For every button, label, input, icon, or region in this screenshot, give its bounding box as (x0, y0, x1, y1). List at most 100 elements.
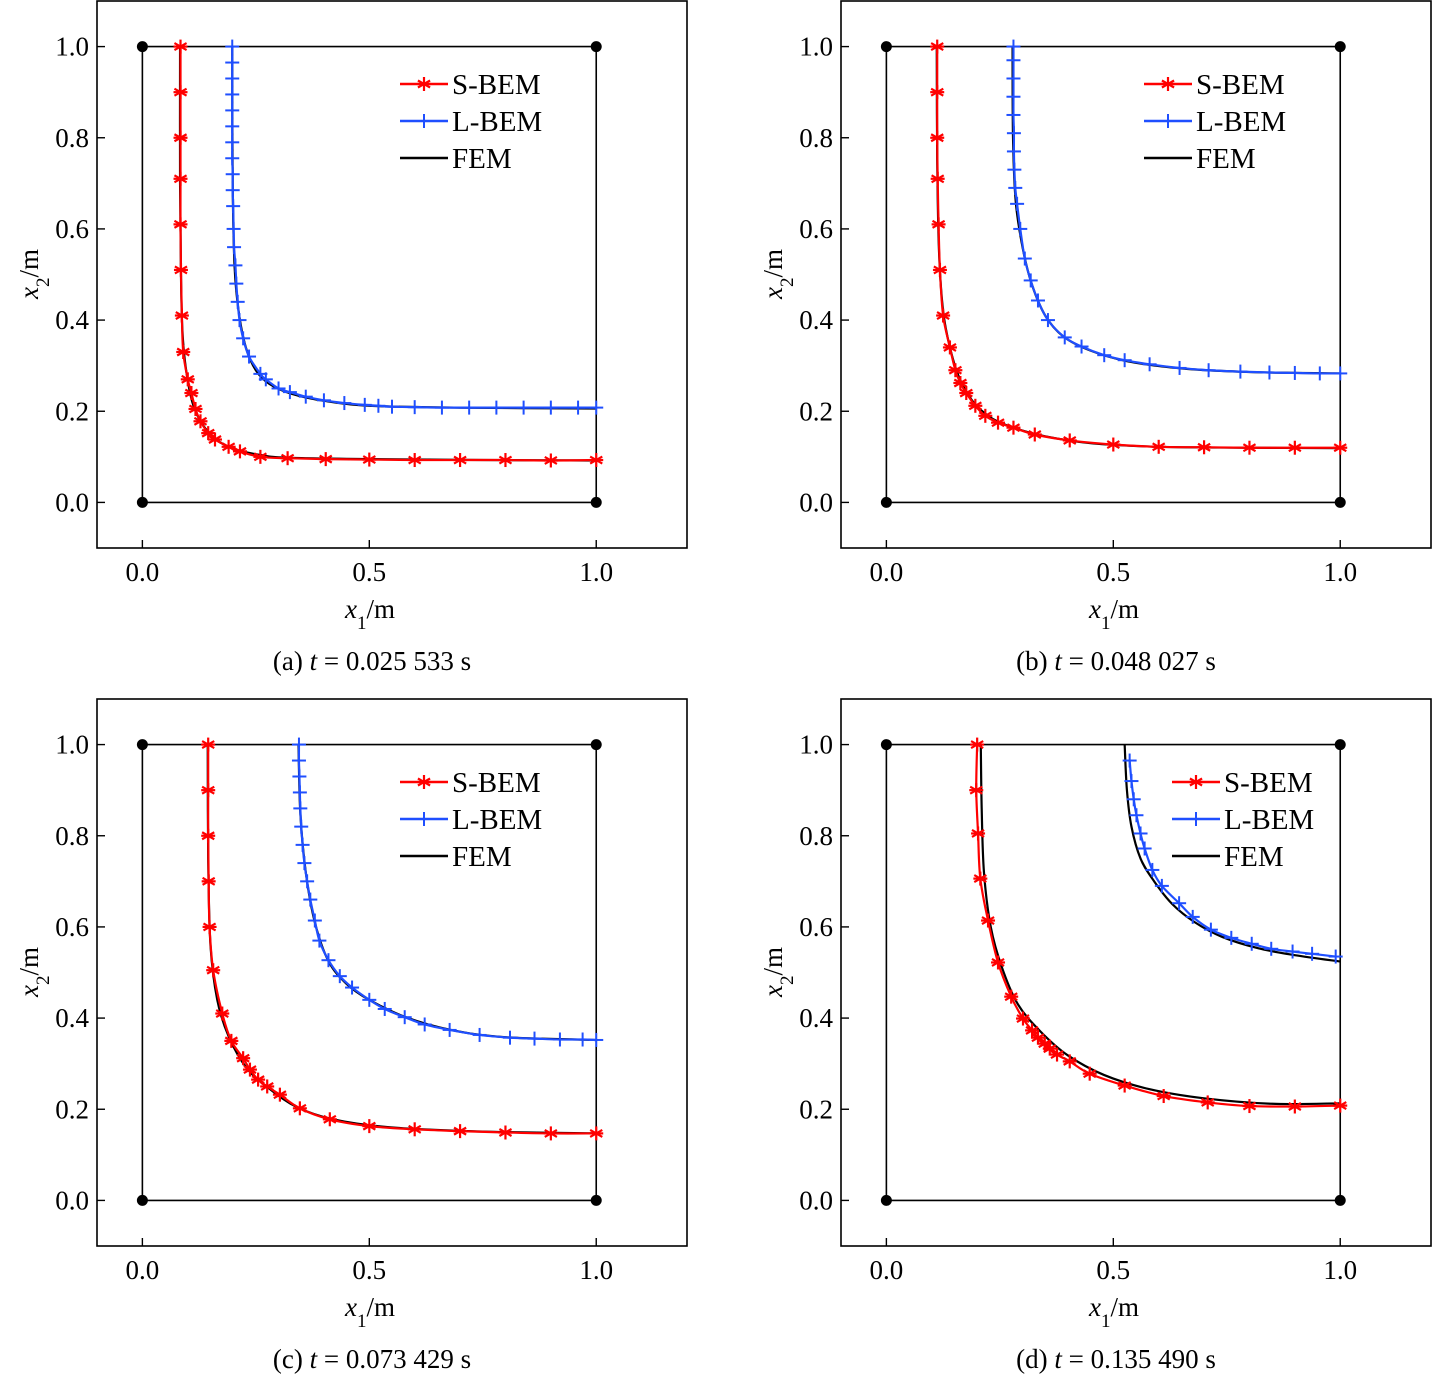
legend-item: FEM (1144, 143, 1256, 175)
legend-item: L-BEM (1172, 804, 1314, 836)
x-tick-label: 1.0 (579, 557, 613, 587)
plus-marker (1013, 221, 1028, 236)
plus-marker (1057, 330, 1072, 345)
asterisk-marker (407, 453, 422, 468)
plus-marker (228, 258, 243, 273)
legend: S-BEM L-BEM FEM (400, 69, 542, 175)
plus-marker (293, 801, 308, 816)
plus-marker (1074, 339, 1089, 354)
domain-corner-point (590, 739, 602, 751)
y-axis-sub: 2 (777, 976, 798, 986)
domain-corner-point (1334, 739, 1346, 751)
plus-marker (1006, 126, 1021, 141)
plus-marker (1006, 144, 1021, 159)
plus-marker (1201, 363, 1216, 378)
asterisk-marker (206, 963, 221, 978)
axes-frame (840, 0, 1432, 549)
plus-marker (1172, 896, 1187, 911)
asterisk-marker (173, 171, 188, 186)
x-axis-var: x (344, 594, 357, 624)
series-line (231, 46, 597, 409)
x-axis-unit: /m (1110, 1292, 1139, 1322)
legend-label: L-BEM (1196, 106, 1286, 138)
domain-corner-point (880, 496, 892, 508)
plus-marker (1264, 941, 1279, 956)
plus-marker (1244, 936, 1259, 951)
x-axis-unit: /m (1110, 594, 1139, 624)
asterisk-marker (543, 453, 558, 468)
asterisk-marker (453, 1124, 468, 1139)
plus-marker (229, 276, 244, 291)
asterisk-marker (193, 414, 208, 429)
plus-marker (232, 313, 247, 328)
series-l-bem (1006, 39, 1348, 381)
y-axis-label: x2/m (758, 947, 798, 998)
y-axis-unit: /m (758, 947, 788, 976)
plus-marker (1017, 251, 1032, 266)
asterisk-marker (1156, 1089, 1171, 1104)
plus-marker (225, 71, 240, 86)
legend-item: S-BEM (1172, 767, 1313, 799)
series-line (297, 744, 597, 1042)
series-l-bem (225, 39, 604, 415)
x-axis-label: x1/m (1088, 1292, 1139, 1332)
asterisk-marker (272, 1087, 287, 1102)
x-tick-label: 0.5 (352, 557, 386, 587)
asterisk-marker (215, 1006, 230, 1021)
plus-marker (1305, 946, 1320, 961)
y-axis-label: x2/m (14, 249, 54, 300)
asterisk-marker (1242, 1099, 1257, 1114)
plus-marker (1129, 808, 1144, 823)
asterisk-marker (417, 775, 431, 789)
plus-marker (292, 785, 307, 800)
plus-marker (297, 856, 312, 871)
x-axis-var: x (1088, 594, 1101, 624)
plus-marker (225, 55, 240, 70)
subplot-c: 0.0 0.5 1.0 0.0 0.2 0.4 0.6 0.8 1.0 S-BEM L-BEM FEM… (14, 698, 688, 1374)
caption-var: t (1054, 646, 1063, 676)
asterisk-marker (589, 1126, 604, 1141)
x-tick-label: 0.5 (352, 1255, 386, 1285)
asterisk-marker (1151, 439, 1166, 454)
domain-corner-point (880, 41, 892, 53)
y-tick-label: 0.6 (799, 912, 833, 942)
plus-marker (407, 400, 422, 415)
asterisk-marker (1197, 440, 1212, 455)
domain-corner-point (1334, 1194, 1346, 1206)
y-tick-label: 0.8 (55, 123, 89, 153)
y-axis-unit: /m (14, 249, 44, 278)
plus-marker (1006, 107, 1021, 122)
caption-var: t (310, 1344, 319, 1374)
plus-marker (1097, 348, 1112, 363)
asterisk-marker (174, 308, 189, 323)
asterisk-marker (1062, 433, 1077, 448)
y-tick-label: 0.2 (799, 396, 833, 426)
asterisk-marker (1287, 440, 1302, 455)
x-axis-var: x (344, 1292, 357, 1322)
asterisk-marker (936, 308, 951, 323)
asterisk-marker (498, 453, 513, 468)
plus-marker (225, 135, 240, 150)
domain-corner-point (136, 739, 148, 751)
plus-marker (434, 400, 449, 415)
y-tick-label: 0.2 (799, 1094, 833, 1124)
plus-marker (543, 400, 558, 415)
y-axis-sub: 2 (777, 278, 798, 288)
x-axis-sub: 1 (1101, 1311, 1111, 1332)
caption-var: t (1054, 1344, 1063, 1374)
asterisk-marker (991, 415, 1006, 430)
y-tick-label: 0.6 (799, 214, 833, 244)
plus-marker (258, 372, 273, 387)
y-tick-label: 0.2 (55, 1094, 89, 1124)
legend-label: L-BEM (1224, 804, 1314, 836)
subplot-caption: (b) t = 0.048 027 s (1016, 646, 1216, 676)
legend-label: S-BEM (452, 767, 541, 799)
x-tick-label: 0.0 (870, 557, 904, 587)
plus-marker (1154, 878, 1169, 893)
plus-marker (377, 1001, 392, 1016)
asterisk-marker (498, 1125, 513, 1140)
y-axis-label: x2/m (758, 249, 798, 300)
plus-marker (300, 874, 315, 889)
caption-tag: (d) (1016, 1344, 1054, 1374)
plus-marker (589, 1032, 604, 1047)
